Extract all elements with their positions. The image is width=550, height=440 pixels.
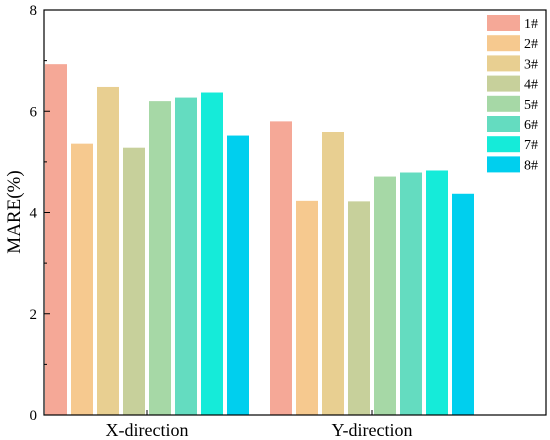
y-tick-label-4: 4 [30,206,38,222]
legend-label-8: 8# [524,158,538,173]
bar-x-direction-6 [175,97,197,416]
legend-swatch-1 [487,15,520,31]
legend-label-6: 6# [524,118,538,133]
legend-label-2: 2# [524,37,538,52]
y-tick-label-0: 0 [30,408,38,424]
y-tick-label-6: 6 [30,104,38,120]
legend-swatch-2 [487,35,520,52]
x-tick-label-y-direction: Y-direction [332,420,413,440]
y-tick-label-2: 2 [30,307,38,323]
bar-x-direction-2 [71,143,93,415]
legend-label-1: 1# [524,17,538,32]
bars-group [45,64,474,416]
bar-y-direction-3 [322,132,344,415]
y-axis-title: MARE(%) [4,170,25,253]
bar-y-direction-1 [270,121,292,415]
y-tick-label-8: 8 [30,3,38,19]
bar-x-direction-7 [201,92,223,416]
bar-x-direction-5 [149,101,171,415]
bar-y-direction-5 [374,176,396,415]
bar-y-direction-7 [426,170,448,415]
ticks-group: X-direction Y-direction 0 2 4 6 8 [30,3,413,440]
legend-swatch-6 [487,116,520,132]
legend-swatch-8 [487,156,520,173]
bar-x-direction-8 [227,135,249,416]
bar-y-direction-6 [400,172,422,415]
bar-x-direction-3 [97,86,119,415]
x-tick-label-x-direction: X-direction [106,420,189,440]
bar-y-direction-2 [296,200,318,415]
legend-swatch-4 [487,75,520,92]
bar-y-direction-4 [348,201,370,415]
legend-label-7: 7# [524,138,538,153]
legend-swatch-5 [487,95,520,112]
legend-label-4: 4# [524,78,538,93]
legend: 1# 2# 3# 4# 5# 6# 7# 8# [487,15,538,173]
bar-y-direction-8 [452,193,474,415]
bar-x-direction-4 [123,147,145,415]
legend-label-5: 5# [524,98,538,113]
bar-x-direction-1 [45,64,67,415]
legend-label-3: 3# [524,57,538,72]
legend-swatch-3 [487,55,520,72]
legend-swatch-7 [487,136,520,153]
